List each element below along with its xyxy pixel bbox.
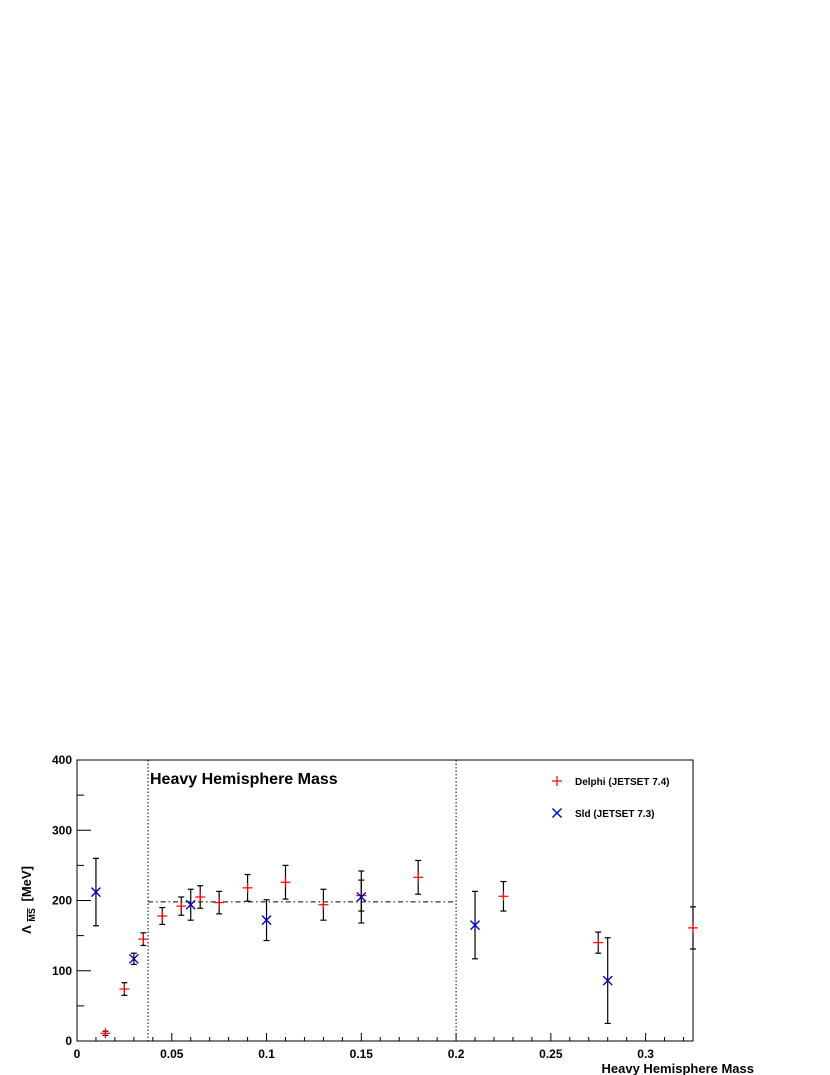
point-marker	[688, 922, 698, 933]
point-marker	[470, 920, 481, 931]
data-point	[119, 982, 130, 996]
y-axis-unit: [MeV]	[19, 866, 34, 901]
cross-marker-b	[602, 975, 613, 986]
cross-marker-b	[356, 891, 367, 902]
y-tick-label: 400	[52, 753, 72, 767]
point-marker	[356, 891, 367, 902]
legend-marker-delphi	[552, 776, 562, 786]
legend-cross-marker	[552, 808, 562, 818]
data-point	[688, 906, 698, 950]
y-axis-title: Λ MS [MeV]	[19, 866, 38, 934]
point-marker	[138, 934, 149, 945]
point-marker	[602, 975, 613, 986]
legend-label-delphi: Delphi (JETSET 7.4)	[575, 777, 669, 788]
cross-marker-b	[128, 953, 139, 964]
data-point	[413, 859, 424, 895]
data-point	[593, 931, 604, 954]
point-marker	[157, 910, 168, 921]
data-point	[470, 890, 481, 960]
data-point	[157, 906, 168, 925]
data-point	[90, 857, 101, 927]
data-point	[261, 899, 272, 942]
data-point	[185, 888, 196, 921]
legend-marker-sld	[552, 808, 562, 818]
x-tick-label: 0.05	[160, 1047, 184, 1061]
point-marker	[498, 891, 509, 902]
data-point	[242, 873, 253, 902]
point-marker	[593, 937, 604, 948]
cross-marker-b	[90, 887, 101, 898]
y-tick-label: 300	[52, 823, 72, 837]
legend: Delphi (JETSET 7.4) Sld (JETSET 7.3)	[552, 776, 669, 820]
series-sld	[90, 857, 613, 1025]
data-point	[214, 890, 225, 915]
legend-plus-marker	[552, 776, 562, 786]
y-tick-labels: 0 100 200 300 400	[52, 753, 72, 1048]
data-points	[90, 857, 698, 1039]
point-marker	[185, 899, 196, 910]
cross-marker-b	[470, 920, 481, 931]
plot-frame	[76, 759, 694, 1042]
y-axis-symbol: Λ	[19, 925, 34, 934]
series-delphi	[100, 859, 698, 1039]
x-tick-label: 0	[74, 1047, 81, 1061]
point-marker	[119, 984, 130, 995]
x-tick-labels: 0 0.05 0.1 0.15 0.2 0.25 0.3	[74, 1047, 655, 1061]
y-axis-subscript: MS	[27, 908, 37, 922]
y-tick-label: 0	[65, 1034, 72, 1048]
data-point	[195, 885, 206, 909]
cross-marker-b	[261, 915, 272, 926]
point-marker	[100, 1028, 111, 1039]
data-point	[280, 864, 291, 900]
point-marker	[261, 915, 272, 926]
x-tick-label: 0.2	[448, 1047, 465, 1061]
y-tick-label: 200	[52, 894, 72, 908]
point-marker	[90, 887, 101, 898]
x-tick-label: 0.15	[350, 1047, 374, 1061]
cross-marker-b	[552, 808, 562, 818]
legend-item-delphi: Delphi (JETSET 7.4)	[552, 776, 669, 788]
reference-lines	[147, 760, 457, 1041]
legend-item-sld: Sld (JETSET 7.3)	[552, 808, 654, 820]
point-marker	[413, 872, 424, 883]
data-point	[128, 952, 139, 966]
x-axis-title: Heavy Hemisphere Mass	[602, 1061, 754, 1075]
legend-label-sld: Sld (JETSET 7.3)	[575, 809, 654, 820]
cross-marker-b	[185, 899, 196, 910]
axis-ticks	[76, 759, 685, 1042]
plot-title: Heavy Hemisphere Mass	[150, 771, 338, 788]
svg-text:Λ MS [MeV]: Λ MS [MeV]	[19, 866, 38, 934]
y-tick-label: 100	[52, 964, 72, 978]
point-marker	[195, 891, 206, 902]
data-point	[176, 896, 187, 916]
x-tick-label: 0.1	[258, 1047, 275, 1061]
data-point	[498, 880, 509, 912]
data-point	[602, 937, 613, 1025]
point-marker	[242, 882, 253, 893]
data-point	[318, 888, 329, 921]
data-point	[100, 1028, 111, 1039]
point-marker	[176, 901, 187, 912]
point-marker	[280, 877, 291, 888]
x-tick-label: 0.3	[637, 1047, 654, 1061]
x-tick-label: 0.25	[539, 1047, 563, 1061]
data-point	[138, 932, 149, 947]
point-marker	[128, 953, 139, 964]
point-marker	[214, 897, 225, 908]
point-marker	[318, 899, 329, 910]
data-point	[356, 870, 367, 924]
